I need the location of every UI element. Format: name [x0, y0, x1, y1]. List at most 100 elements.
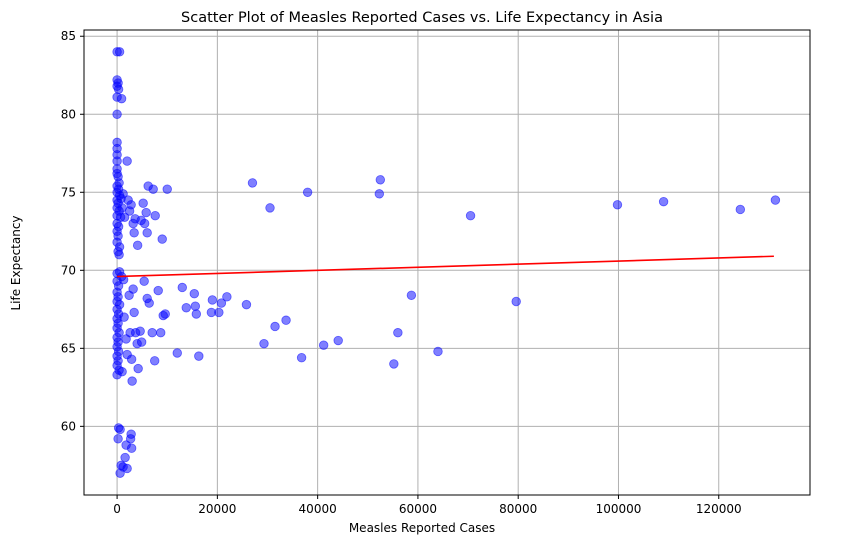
scatter-point: [389, 359, 399, 369]
scatter-point: [133, 363, 143, 374]
scatter-point: [318, 340, 329, 350]
scatter-point: [141, 207, 151, 218]
x-tick-label: 100000: [596, 502, 642, 516]
x-tick-label: 0: [113, 502, 121, 516]
scatter-point: [333, 335, 343, 346]
scatter-point: [119, 312, 129, 322]
y-tick-label: 80: [61, 107, 76, 121]
plot-frame: [83, 29, 811, 496]
scatter-point: [128, 284, 138, 294]
scatter-point: [136, 337, 147, 347]
scatter-point: [612, 200, 623, 210]
scatter-point: [281, 315, 291, 325]
y-tick-label: 70: [61, 263, 76, 277]
x-axis-ticks: 0 20000 40000 60000 80000 100000 120000: [113, 495, 742, 516]
scatter-point: [160, 309, 170, 319]
y-tick-label: 75: [61, 185, 76, 199]
x-axis-label: Measles Reported Cases: [349, 521, 495, 535]
scatter-point: [112, 156, 122, 166]
scatter-point: [132, 240, 143, 251]
scatter-point: [114, 47, 125, 57]
scatter-point: [113, 434, 123, 444]
scatter-point: [406, 290, 417, 300]
scatter-point: [247, 178, 258, 188]
scatter-point: [139, 218, 150, 229]
scatter-point: [139, 276, 149, 286]
scatter-point: [147, 328, 157, 338]
scatter-point: [153, 285, 163, 296]
scatter-point: [181, 303, 191, 313]
scatter-point: [216, 298, 227, 308]
scatter-point: [189, 289, 200, 299]
scatter-point: [119, 212, 130, 222]
scatter-point: [142, 228, 152, 238]
scatter-point: [117, 367, 127, 377]
scatter-point: [172, 348, 182, 358]
scatter-point: [735, 204, 746, 215]
scatter-point: [122, 156, 132, 166]
trend-line: [117, 255, 774, 278]
scatter-point: [214, 307, 224, 318]
y-tick-label: 65: [61, 341, 76, 355]
scatter-point: [122, 463, 132, 474]
scatter-point: [112, 109, 122, 119]
scatter-point: [296, 352, 307, 363]
scatter-point: [658, 196, 669, 207]
trend-line-group: [117, 255, 774, 278]
x-tick-label: 60000: [399, 502, 437, 516]
x-tick-label: 40000: [299, 502, 337, 516]
scatter-point: [124, 206, 135, 216]
y-axis-ticks: 60 65 70 75 80 85: [61, 29, 84, 433]
scatter-point: [194, 351, 204, 361]
scatter-point: [511, 296, 521, 307]
scatter-point: [114, 249, 124, 260]
scatter-point: [148, 184, 158, 194]
scatter-point: [126, 443, 137, 453]
scatter-point: [144, 298, 154, 308]
scatter-point: [265, 203, 275, 213]
scatter-point: [115, 424, 125, 435]
scatter-point: [770, 195, 781, 205]
scatter-point: [207, 295, 218, 305]
scatter-point: [125, 434, 136, 444]
scatter-point: [393, 328, 403, 338]
scatter-point: [113, 84, 124, 94]
scatter-point: [126, 354, 137, 364]
chart-title: Scatter Plot of Measles Reported Cases v…: [181, 10, 663, 26]
scatter-point: [157, 234, 167, 244]
scatter-point: [162, 184, 172, 194]
scatter-point: [127, 376, 137, 386]
data-points: [112, 47, 781, 478]
y-tick-label: 60: [61, 419, 76, 433]
x-tick-label: 80000: [499, 502, 537, 516]
scatter-point: [129, 228, 139, 238]
scatter-point: [156, 328, 166, 338]
scatter-point: [270, 321, 280, 332]
scatter-point: [433, 346, 443, 357]
scatter-point: [129, 307, 139, 318]
x-tick-label: 120000: [696, 502, 742, 516]
scatter-point: [135, 326, 145, 336]
scatter-point: [150, 210, 160, 221]
grid-lines: [84, 30, 810, 495]
scatter-point: [259, 338, 269, 349]
y-tick-label: 85: [61, 29, 76, 43]
scatter-point: [138, 198, 148, 208]
scatter-point: [149, 356, 160, 366]
scatter-point: [465, 210, 476, 221]
scatter-point: [302, 187, 313, 197]
scatter-point: [241, 299, 252, 310]
scatter-point: [191, 309, 202, 319]
scatter-point: [118, 189, 128, 199]
scatter-point: [116, 93, 127, 104]
scatter-point: [115, 468, 125, 478]
x-tick-label: 20000: [198, 502, 236, 516]
scatter-point: [375, 175, 386, 185]
y-axis-label: Life Expectancy: [9, 215, 23, 310]
scatter-point: [120, 452, 130, 463]
scatter-point: [374, 189, 385, 199]
scatter-point: [222, 292, 232, 302]
scatter-point: [177, 282, 187, 293]
